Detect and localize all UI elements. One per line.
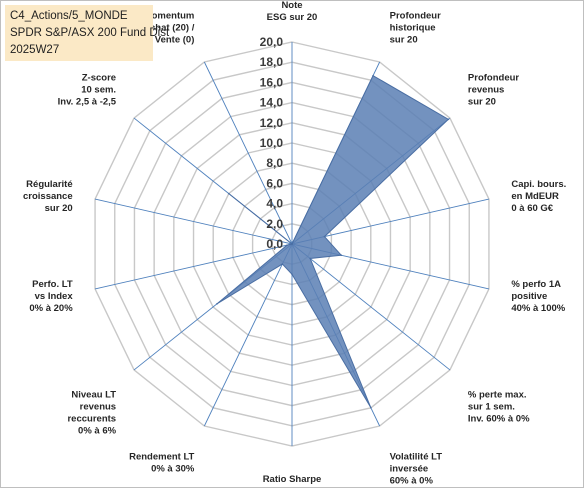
category-label-line: 0 à 60 G€ xyxy=(511,203,553,214)
category-label-line: Inv. 2,5 à -2,5 xyxy=(58,97,117,108)
header-line-3: 2025W27 xyxy=(10,44,60,56)
series-point xyxy=(281,263,284,265)
category-label: Momentum Achat (20) / Vente (0) xyxy=(143,10,195,45)
category-label-line: 0% à 30% xyxy=(151,464,195,475)
tick-label: 14,0 xyxy=(260,96,284,110)
radar-series xyxy=(216,74,450,409)
radar-axis-labels: Note ESG sur 20 Profondeur historique sur 20… xyxy=(23,1,566,487)
category-label: Perfo. LT vs Index 0% à 20% xyxy=(29,279,73,314)
category-label: Niveau LT revenus reccurents 0% à 6% xyxy=(67,389,116,436)
category-label-line: % perfo 1A xyxy=(511,279,561,290)
radar-tick-labels: 0,0 2,0 4,0 6,0 8,0 10,0 12,0 14,0 16,0 18,0 20,0 xyxy=(260,35,284,251)
category-label-line: revenus xyxy=(468,85,504,96)
series-point xyxy=(216,303,218,305)
axis-spoke xyxy=(203,61,293,245)
tick-label: 8,0 xyxy=(266,156,283,170)
category-label-line: sur 20 xyxy=(45,203,73,214)
category-label: Z-score 10 sem. Inv. 2,5 à -2,5 xyxy=(58,73,117,108)
category-label: Régularité croissance sur 20 xyxy=(23,179,73,214)
header-line-2: SPDR S&P/ASX 200 Fund Dist xyxy=(10,27,170,39)
series-point xyxy=(372,74,374,77)
category-label-line: Ratio Sharpe xyxy=(263,474,322,485)
series-point xyxy=(370,406,372,409)
category-label-line: historique xyxy=(390,22,436,33)
category-label-line: Profondeur xyxy=(468,73,519,84)
category-label-line: 0 à 2 xyxy=(281,486,302,487)
category-label-line: Volatilité LT xyxy=(390,452,443,463)
series-point xyxy=(291,273,293,276)
category-label-line: Perfo. LT xyxy=(32,279,73,290)
category-label-line: Achat (20) / xyxy=(143,22,195,33)
chart-header-box: C4_Actions/5_MONDE SPDR S&P/ASX 200 Fund… xyxy=(5,5,170,61)
category-label-line: Vente (0) xyxy=(155,34,195,45)
tick-label: 2,0 xyxy=(266,217,283,231)
category-label: % perfo 1A positive 40% à 100% xyxy=(511,279,565,314)
category-label-line: 0% à 20% xyxy=(29,303,73,314)
category-label-line: ESG sur 20 xyxy=(267,12,318,23)
axis-spoke xyxy=(203,243,293,427)
category-label: Volatilité LT inversée 60% à 0% xyxy=(390,452,443,487)
category-label-line: croissance xyxy=(23,191,73,202)
tick-label: 0,0 xyxy=(266,237,283,251)
category-label: Note ESG sur 20 xyxy=(267,1,318,23)
category-label-line: sur 20 xyxy=(468,97,496,108)
series-point xyxy=(340,254,343,257)
tick-label: 20,0 xyxy=(260,35,284,49)
category-label-line: positive xyxy=(511,291,547,302)
series-point xyxy=(286,244,288,246)
series-point xyxy=(228,192,230,195)
category-label-line: 40% à 100% xyxy=(511,303,565,314)
category-label: % perte max. sur 1 sem. Inv. 60% à 0% xyxy=(468,389,530,424)
category-label-line: Momentum xyxy=(144,10,195,21)
series-area xyxy=(216,74,450,409)
category-label-line: sur 1 sem. xyxy=(468,401,515,412)
category-label-line: Rendement LT xyxy=(129,452,194,463)
tick-label: 16,0 xyxy=(260,75,284,89)
category-label-line: Capi. bours. xyxy=(511,179,566,190)
axis-spoke xyxy=(94,198,293,245)
category-label: Ratio Sharpe0 à 2 xyxy=(263,474,322,487)
axis-spoke xyxy=(291,243,451,371)
category-label-line: Profondeur xyxy=(390,10,441,21)
series-point xyxy=(323,235,326,238)
series-point xyxy=(447,118,450,121)
category-label-line: Régularité xyxy=(26,179,72,190)
category-label-line: Niveau LT xyxy=(71,389,116,400)
category-label-line: revenus xyxy=(80,401,116,412)
category-label-line: 60% à 0% xyxy=(390,476,434,487)
category-label-line: 0% à 6% xyxy=(78,425,117,436)
category-label-line: en MdEUR xyxy=(511,191,559,202)
series-point xyxy=(309,257,311,260)
header-line-1: C4_Actions/5_MONDE xyxy=(10,10,128,22)
tick-label: 18,0 xyxy=(260,55,284,69)
category-label-line: vs Index xyxy=(35,291,74,302)
tick-label: 12,0 xyxy=(260,116,284,130)
tick-label: 4,0 xyxy=(266,197,283,211)
tick-label: 10,0 xyxy=(260,136,284,150)
category-label: Capi. bours. en MdEUR 0 à 60 G€ xyxy=(511,179,566,214)
axis-spoke xyxy=(94,243,293,290)
category-label-line: 10 sem. xyxy=(81,85,116,96)
tick-label: 6,0 xyxy=(266,176,283,190)
category-label-line: inversée xyxy=(390,464,429,475)
category-label-line: sur 20 xyxy=(390,34,418,45)
category-label: Profondeur historique sur 20 xyxy=(390,10,441,45)
category-label-line: Inv. 60% à 0% xyxy=(468,413,530,424)
category-label-line: reccurents xyxy=(67,413,116,424)
category-label: Rendement LT 0% à 30% xyxy=(129,452,195,475)
category-label-line: % perte max. xyxy=(468,389,527,400)
category-label: Profondeur revenus sur 20 xyxy=(468,73,519,108)
category-label-line: Note xyxy=(281,1,302,11)
series-point xyxy=(291,243,293,245)
category-label-line: Z-score xyxy=(82,73,116,84)
